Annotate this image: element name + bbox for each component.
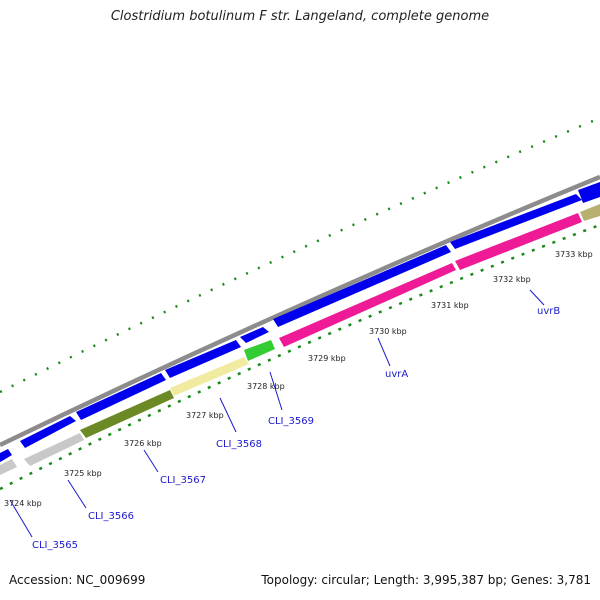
gene-arrow [76, 373, 166, 420]
gene-label-cli-3567[interactable]: CLI_3567 [160, 475, 206, 486]
inner-tick-ring [0, 223, 600, 491]
gene-block [580, 204, 600, 221]
gene-arrow [273, 245, 451, 327]
gene-label-cli-3566[interactable]: CLI_3566 [88, 511, 134, 522]
leader-line [529, 289, 545, 306]
gene-block [244, 340, 275, 361]
gene-arrow [578, 182, 600, 203]
kbp-label: 3729 kbp [308, 354, 346, 363]
topology-info: Topology: circular; Length: 3,995,387 bp… [261, 573, 591, 587]
kbp-label: 3727 kbp [186, 411, 224, 420]
gene-arrow [240, 327, 269, 343]
gene-arrow [165, 340, 241, 378]
kbp-label: 3728 kbp [247, 382, 285, 391]
kbp-label: 3732 kbp [493, 275, 531, 284]
leader-line [143, 449, 159, 473]
outer-tick-ring [0, 116, 600, 394]
kbp-label: 3725 kbp [64, 469, 102, 478]
label-leaders [9, 289, 545, 538]
kbp-label: 3724 kbp [4, 499, 42, 508]
gene-label-cli-3568[interactable]: CLI_3568 [216, 439, 262, 450]
gene-label-uvrb[interactable]: uvrB [537, 306, 560, 317]
gene-block [0, 459, 17, 475]
gene-block [279, 263, 456, 347]
leader-line [377, 337, 391, 367]
reverse-strand-genes [0, 204, 600, 475]
gene-labels: CLI_3565 CLI_3566 CLI_3567 CLI_3568 CLI_… [32, 306, 560, 551]
leader-line [219, 397, 237, 433]
kbp-label: 3731 kbp [431, 301, 469, 310]
gene-block [170, 357, 249, 396]
kbp-labels: 3724 kbp 3725 kbp 3726 kbp 3727 kbp 3728… [4, 250, 593, 508]
forward-strand-genes [0, 182, 600, 462]
kbp-label: 3726 kbp [124, 439, 162, 448]
gene-label-cli-3565[interactable]: CLI_3565 [32, 540, 78, 551]
gene-label-cli-3569[interactable]: CLI_3569 [268, 416, 314, 427]
leader-line [67, 479, 87, 509]
genome-backbone [0, 174, 600, 448]
leader-line [269, 371, 283, 411]
gene-arrow [0, 449, 12, 462]
gene-arrow [20, 416, 76, 448]
gene-arrow [450, 194, 582, 249]
kbp-label: 3730 kbp [369, 327, 407, 336]
map-title: Clostridium botulinum F str. Langeland, … [110, 9, 490, 24]
kbp-label: 3733 kbp [555, 250, 593, 259]
leader-line [9, 499, 33, 538]
gene-block [80, 390, 174, 438]
gene-label-uvra[interactable]: uvrA [385, 369, 408, 380]
gene-block [455, 213, 582, 270]
gene-block [24, 433, 84, 466]
accession-label: Accession: NC_009699 [9, 573, 146, 587]
